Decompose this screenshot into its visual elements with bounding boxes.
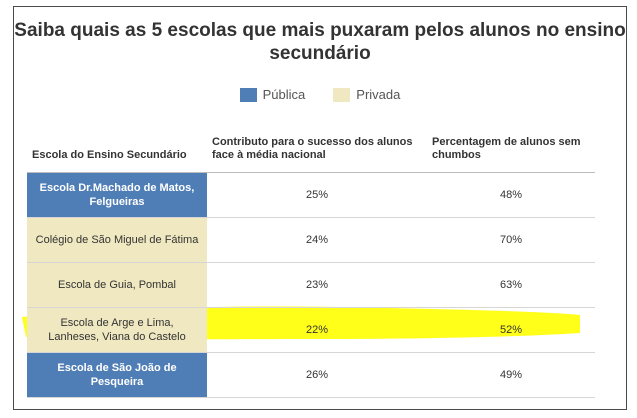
school-name-cell: Escola de São João de Pesqueira bbox=[27, 353, 207, 397]
table-row: Escola de São João de Pesqueira 26% 49% bbox=[27, 353, 595, 398]
contributo-cell: 24% bbox=[305, 234, 329, 246]
legend-swatch-privada bbox=[333, 87, 351, 102]
header-contributo: Contributo para o sucesso dos alunos fac… bbox=[212, 135, 413, 161]
table-row: Escola Dr.Machado de Matos, Felgueiras 25… bbox=[27, 173, 595, 218]
contributo-cell: 26% bbox=[305, 369, 329, 381]
legend-swatch-publica bbox=[239, 87, 257, 102]
table-row: Escola de Guia, Pombal 23% 63% bbox=[27, 263, 595, 308]
header-escola: Escola do Ensino Secundário bbox=[32, 149, 187, 161]
school-name-cell: Colégio de São Miguel de Fátima bbox=[27, 218, 207, 262]
table-body: Escola Dr.Machado de Matos, Felgueiras 25… bbox=[27, 173, 595, 398]
chart-title: Saiba quais as 5 escolas que mais puxara… bbox=[14, 20, 626, 64]
legend-item-publica: Pública bbox=[239, 87, 306, 102]
header-percentagem: Percentagem de alunos sem chumbos bbox=[432, 135, 581, 161]
school-name-cell: Escola de Guia, Pombal bbox=[27, 263, 207, 307]
percentagem-cell: 48% bbox=[499, 189, 523, 201]
table-row: Colégio de São Miguel de Fátima 24% 70% bbox=[27, 218, 595, 263]
percentagem-cell: 49% bbox=[499, 369, 523, 381]
table-header: Escola do Ensino Secundário Contributo p… bbox=[27, 125, 595, 173]
contributo-cell: 22% bbox=[305, 324, 329, 336]
school-name-cell: Escola de Arge e Lima, Lanheses, Viana d… bbox=[27, 308, 207, 352]
contributo-cell: 23% bbox=[305, 279, 329, 291]
school-name-cell: Escola Dr.Machado de Matos, Felgueiras bbox=[27, 173, 207, 217]
legend-item-privada: Privada bbox=[333, 87, 400, 102]
legend-label-publica: Pública bbox=[262, 87, 306, 102]
schools-table: Escola do Ensino Secundário Contributo p… bbox=[27, 125, 595, 398]
percentagem-cell: 52% bbox=[499, 324, 523, 336]
contributo-cell: 25% bbox=[305, 189, 329, 201]
percentagem-cell: 70% bbox=[499, 234, 523, 246]
table-row: Escola de Arge e Lima, Lanheses, Viana d… bbox=[27, 308, 595, 353]
percentagem-cell: 63% bbox=[499, 279, 523, 291]
legend: Pública Privada bbox=[14, 87, 626, 102]
legend-label-privada: Privada bbox=[356, 87, 401, 102]
